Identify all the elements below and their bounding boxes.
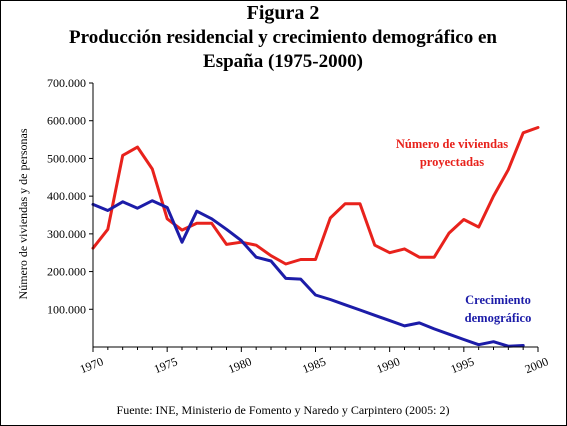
y-tick-label: 300.000 bbox=[47, 227, 86, 241]
y-axis-label: Número de viviendas y de personas bbox=[16, 128, 30, 299]
y-axis-ticks: 100.000 200.000 300.000 400.000 500.000 600.0… bbox=[47, 76, 93, 316]
series-line-crecimiento bbox=[91, 199, 525, 348]
figure-label: Figura 2 bbox=[247, 2, 320, 24]
x-tick-label: 1990 bbox=[374, 354, 401, 376]
y-tick-label: 500.000 bbox=[47, 151, 86, 165]
x-tick-label: 2000 bbox=[523, 354, 550, 376]
chart-title-line1: Producción residencial y crecimiento dem… bbox=[69, 27, 497, 48]
x-axis-ticks: 1970 1975 1980 1985 1990 1995 2000 bbox=[78, 347, 550, 376]
chart-title-line2: España (1975-2000) bbox=[203, 51, 363, 72]
annotation-crecimiento-line1: Crecimiento bbox=[465, 293, 531, 307]
x-tick-label: 1980 bbox=[226, 354, 253, 376]
y-tick-label: 400.000 bbox=[47, 189, 86, 203]
y-tick-label: 600.000 bbox=[47, 114, 86, 128]
x-tick-label: 1995 bbox=[449, 354, 476, 376]
y-tick-label: 200.000 bbox=[47, 265, 86, 279]
series-line-viviendas bbox=[91, 126, 540, 266]
x-tick-label: 1975 bbox=[152, 354, 179, 376]
x-tick-label: 1970 bbox=[78, 354, 105, 376]
annotation-viviendas-line1: Número de viviendas bbox=[396, 137, 508, 151]
source-note: Fuente: INE, Ministerio de Fomento y Nar… bbox=[117, 403, 450, 417]
y-tick-label: 700.000 bbox=[47, 76, 86, 90]
x-tick-label: 1985 bbox=[300, 354, 327, 376]
annotation-viviendas-line2: proyectadas bbox=[420, 155, 484, 169]
y-tick-label: 100.000 bbox=[47, 302, 86, 316]
series-lines bbox=[91, 126, 540, 348]
annotation-crecimiento-line2: demográfico bbox=[465, 311, 532, 325]
